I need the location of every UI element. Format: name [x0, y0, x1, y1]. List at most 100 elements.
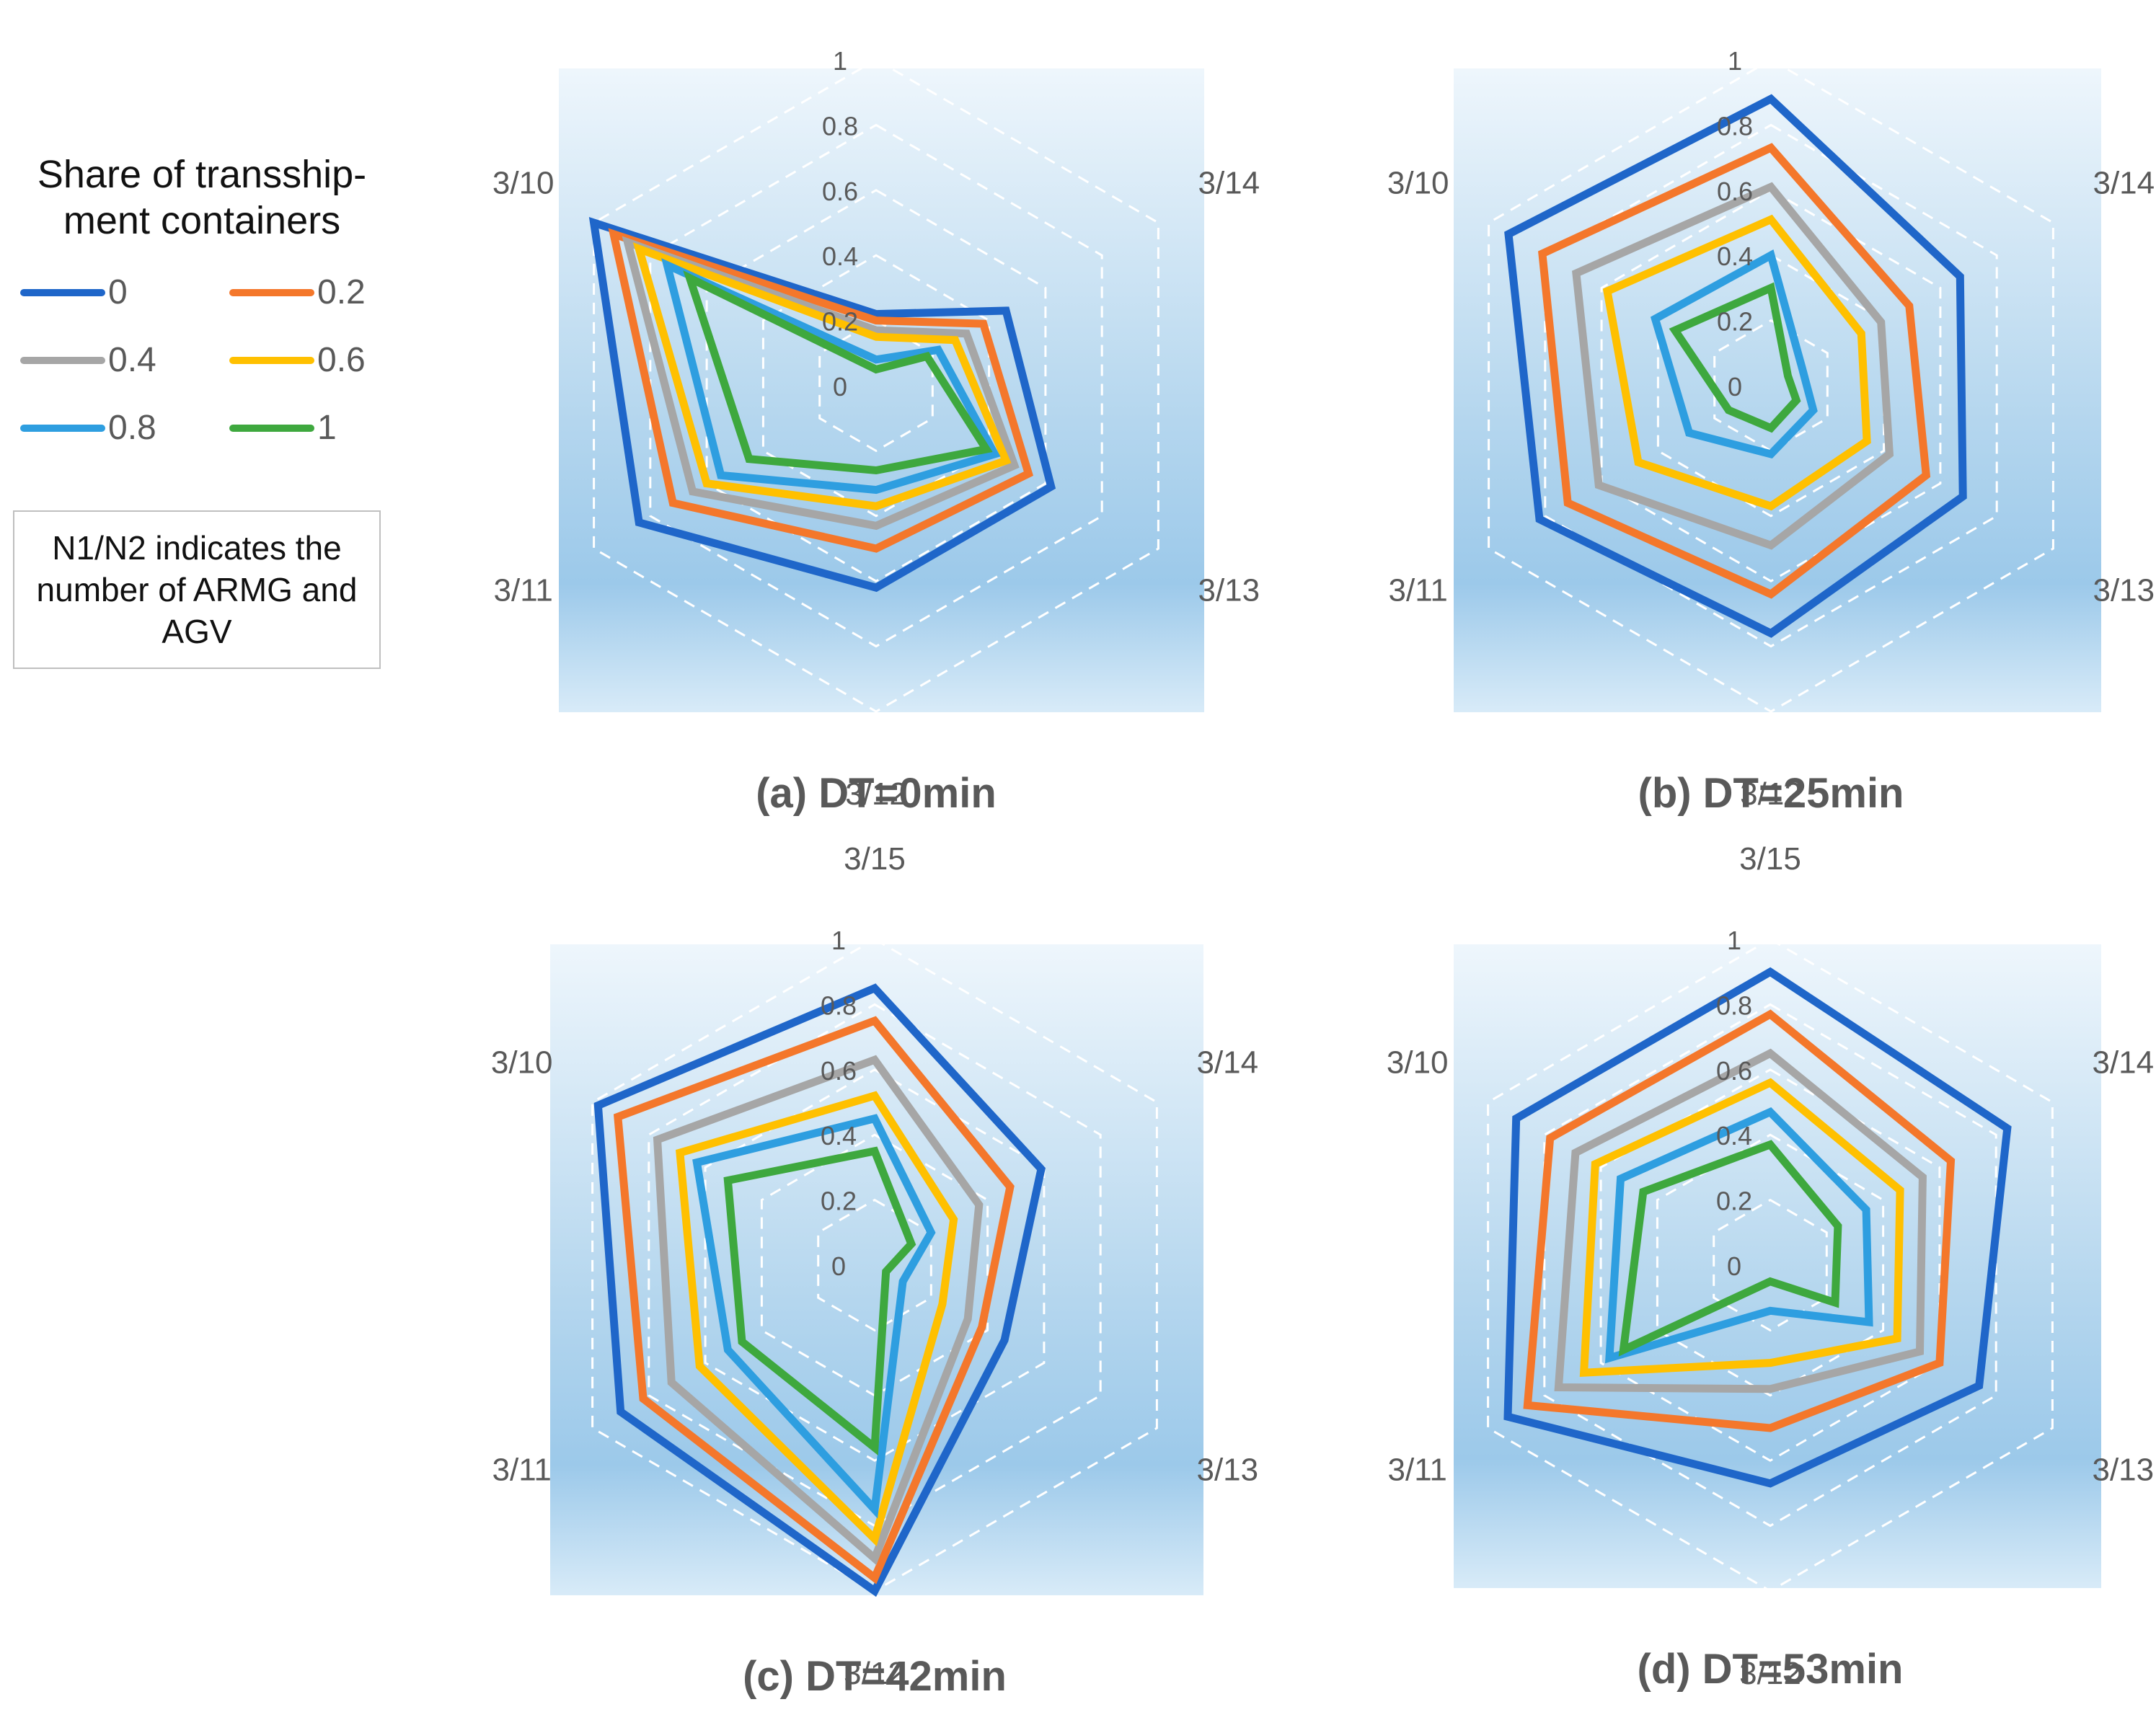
radial-tick-label: 0.6 [1717, 177, 1753, 206]
axis-label: 3/10 [491, 1045, 553, 1081]
axis-label: 3/10 [1387, 1045, 1449, 1081]
radial-tick-label: 0.2 [821, 1187, 857, 1216]
series-line-0.4 [622, 236, 1020, 531]
axis-label: 3/11 [492, 1453, 552, 1488]
axis-label: 3/12 [1739, 1656, 1801, 1691]
series-line-0.6 [676, 1091, 958, 1547]
series-line-0.6 [1579, 1078, 1904, 1378]
axis-label: 3/13 [2093, 573, 2155, 608]
legend-label: 0.2 [317, 273, 366, 311]
series-line-0.2 [1523, 1009, 1956, 1432]
radial-tick-label: 0 [831, 1251, 846, 1281]
grid-ring [1656, 1133, 1885, 1397]
grid-ring [1488, 58, 2054, 713]
series-line-0.8 [692, 1114, 936, 1519]
axis-label: 3/15 [844, 841, 906, 877]
radial-tick-label: 0.8 [821, 990, 857, 1020]
legend-title-line2: ment containers [63, 199, 341, 242]
radar-chart-1: 00.20.40.60.813/153/143/133/123/113/10(b… [1387, 46, 2155, 817]
legend-item-1: 0.2 [229, 272, 366, 312]
grid-ring [1543, 1003, 1997, 1528]
series-line-0.8 [661, 258, 1001, 495]
grid-ring [1600, 189, 1942, 582]
series-line-0.8 [1650, 249, 1818, 459]
series-line-0.4 [1572, 182, 1894, 550]
legend-item-2: 0.4 [20, 340, 156, 380]
axis-label: 3/12 [845, 776, 907, 812]
legend-title-line1: Share of transship- [37, 153, 367, 196]
legend-swatch [20, 356, 105, 364]
legend-title: Share of transship- ment containers [14, 151, 389, 244]
note-box: N1/N2 indicates the number of ARMG and A… [13, 510, 381, 669]
series-line-0.4 [653, 1055, 984, 1566]
radial-tick-label: 0.8 [1717, 111, 1753, 141]
series-line-1 [683, 270, 993, 475]
chart-title: (d) DT=53min [1638, 1646, 1904, 1693]
grid-ring [593, 58, 1159, 713]
axis-label: 3/11 [1388, 1453, 1447, 1488]
radial-tick-label: 0.8 [822, 111, 858, 141]
radial-tick-label: 0.2 [822, 307, 858, 337]
legend-swatch [20, 288, 105, 296]
radial-tick-label: 0 [833, 372, 847, 402]
radial-tick-label: 0 [1727, 1251, 1741, 1281]
chart-title: (a) DT=0min [756, 770, 997, 817]
radar-chart-3: 0 0.2 0.4 0.6 0.8 1 3/15 3/14 3/13 3/12 3/11 3/10 (d… [1387, 841, 2154, 1693]
radial-tick-label: 1 [1727, 926, 1741, 955]
series-line-0.6 [632, 242, 1012, 510]
series-line-0.2 [613, 1016, 1015, 1584]
axis-label: 3/10 [492, 166, 555, 201]
axis-label: 3/14 [1198, 166, 1260, 201]
axis-label: 3/13 [1196, 1453, 1258, 1488]
legend-swatch [20, 424, 105, 432]
legend-swatch [229, 288, 314, 296]
radial-tick-label: 0.6 [1716, 1056, 1752, 1086]
radial-tick-label: 0.6 [821, 1056, 857, 1086]
legend-label: 1 [317, 409, 337, 447]
legend-item-4: 0.8 [20, 408, 156, 448]
legend-swatch [229, 356, 314, 364]
plot-background [1454, 68, 2101, 712]
radial-tick-label: 0.4 [821, 1121, 857, 1151]
legend-item-5: 1 [229, 408, 337, 448]
radar-chart-2: 0 0.2 0.4 0.6 0.8 1 3/15 3/14 3/13 3/12 3/11 3/10 (c… [491, 841, 1258, 1700]
radial-tick-label: 0.2 [1717, 307, 1753, 337]
axis-label: 3/15 [1739, 841, 1801, 877]
radial-tick-label: 1 [833, 46, 847, 76]
chart-title: (b) DT=25min [1638, 770, 1904, 817]
axis-label: 3/13 [2092, 1453, 2154, 1488]
radial-tick-label: 0.8 [1716, 990, 1752, 1020]
radial-tick-label: 0.6 [822, 177, 858, 206]
axis-label: 3/14 [2093, 166, 2155, 201]
radial-tick-label: 1 [1728, 46, 1742, 76]
plot-background [1454, 944, 2101, 1588]
grid-ring [1487, 938, 2054, 1592]
axis-label: 3/14 [1196, 1045, 1258, 1081]
axis-label: 3/11 [494, 573, 553, 608]
series-line-0.4 [1554, 1048, 1927, 1393]
axis-label: 3/10 [1387, 166, 1449, 201]
grid-ring [1544, 123, 1998, 648]
radial-tick-label: 0.4 [1716, 1121, 1752, 1151]
radial-tick-label: 0.4 [822, 241, 858, 271]
legend-item-0: 0 [20, 272, 128, 312]
series-line-0.8 [1604, 1107, 1873, 1364]
series-line-1 [1618, 1140, 1842, 1357]
radial-tick-label: 0 [1728, 372, 1742, 402]
series-line-0 [588, 217, 1056, 593]
axis-label: 3/12 [844, 1656, 906, 1691]
axis-label: 3/11 [1389, 573, 1448, 608]
plot-background [559, 68, 1204, 712]
radial-tick-label: 1 [831, 926, 846, 955]
legend-label: 0.4 [108, 341, 156, 379]
series-line-1 [1669, 282, 1801, 433]
series-line-0 [593, 983, 1046, 1597]
legend-label: 0.8 [108, 409, 156, 447]
legend-swatch [229, 424, 314, 432]
radial-tick-label: 0.2 [1716, 1187, 1752, 1216]
radar-chart-0: 00.20.40.60.813/153/143/133/123/113/10(a… [492, 46, 1260, 817]
grid-ring [1713, 1198, 1828, 1332]
grid-ring [761, 254, 991, 518]
series-line-1 [723, 1146, 916, 1455]
